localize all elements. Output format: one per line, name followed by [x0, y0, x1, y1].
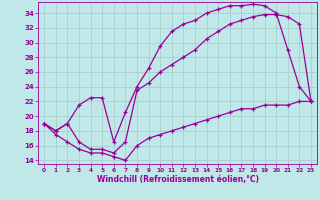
X-axis label: Windchill (Refroidissement éolien,°C): Windchill (Refroidissement éolien,°C) — [97, 175, 259, 184]
